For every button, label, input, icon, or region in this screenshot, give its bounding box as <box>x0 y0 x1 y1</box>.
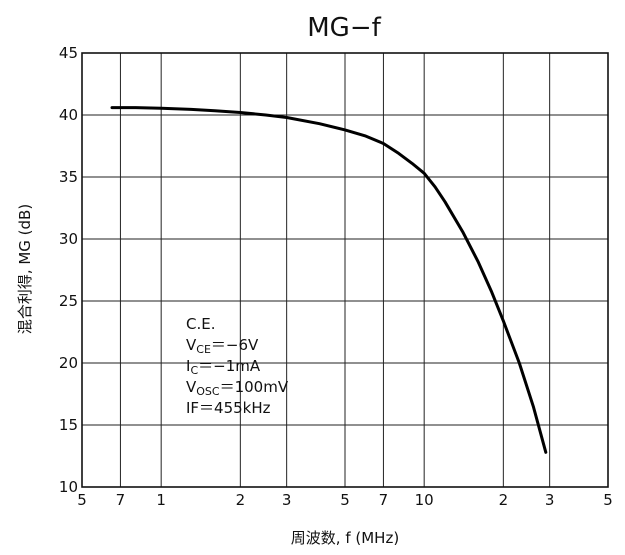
y-tick-label: 20 <box>59 354 78 372</box>
y-tick-label: 15 <box>59 416 78 434</box>
y-axis-title: 混合利得, MG (dB) <box>16 204 34 334</box>
x-tick-label: 2 <box>499 491 509 509</box>
x-tick-label: 7 <box>379 491 389 509</box>
x-tick-label: 5 <box>340 491 350 509</box>
x-tick-label: 3 <box>282 491 292 509</box>
y-tick-label: 25 <box>59 292 78 310</box>
annotation-line-vce: VCE＝−6V <box>186 336 259 356</box>
x-tick-label: 3 <box>545 491 555 509</box>
conditions-annotation: C.E. VCE＝−6V IC＝−1mA VOSC＝100mV IF＝455kH… <box>186 315 289 417</box>
plot-frame <box>81 52 609 488</box>
annotation-line-ic: IC＝−1mA <box>186 357 261 377</box>
chart-title: MG−f <box>307 13 381 43</box>
x-tick-label: 5 <box>77 491 87 509</box>
annotation-line-if: IF＝455kHz <box>186 399 271 417</box>
annotation-line-ce: C.E. <box>186 315 216 333</box>
x-axis-title: 周波数, f (MHz) <box>291 529 399 547</box>
y-tick-label: 30 <box>59 230 78 248</box>
annotation-line-vosc: VOSC＝100mV <box>186 378 289 398</box>
series-line-mg <box>110 106 548 454</box>
y-tick-label: 10 <box>59 478 78 496</box>
x-tick-label: 1 <box>156 491 166 509</box>
y-tick-label: 35 <box>59 168 78 186</box>
y-tick-label: 40 <box>59 106 78 124</box>
x-tick-label: 2 <box>236 491 246 509</box>
x-tick-label: 5 <box>603 491 613 509</box>
y-tick-label: 45 <box>59 44 78 62</box>
x-tick-label: 10 <box>415 491 434 509</box>
series-layer <box>110 106 548 454</box>
grid-layer <box>81 52 609 488</box>
x-tick-label: 7 <box>116 491 126 509</box>
